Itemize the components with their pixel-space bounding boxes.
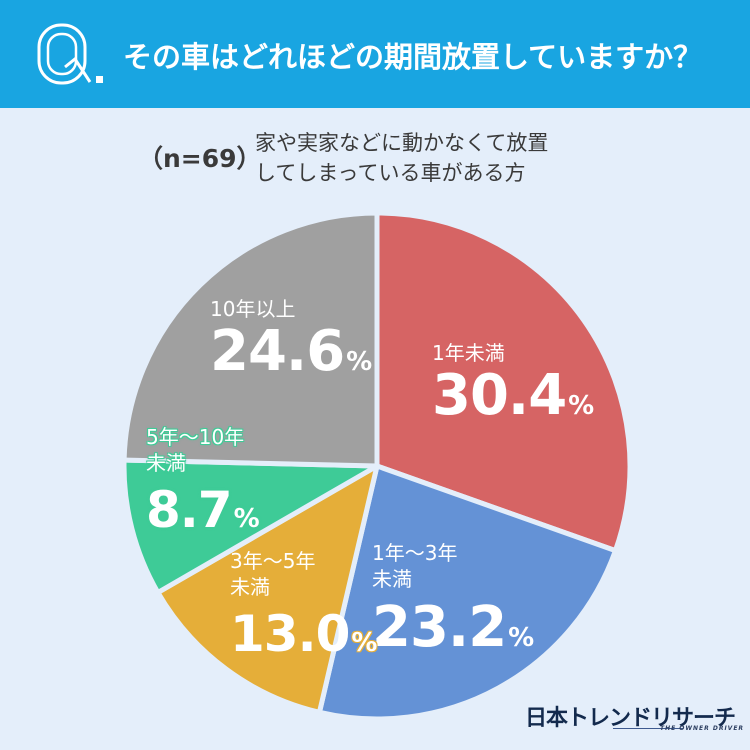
pie-slice — [155, 463, 380, 715]
slice-label-over-10yr: 10年以上 24.6% — [210, 297, 372, 384]
value: 23.2 — [372, 595, 507, 660]
logo-underline — [613, 728, 683, 729]
description-line-2: してしまっている車がある方 — [255, 161, 526, 185]
value: 13.0 — [230, 605, 350, 663]
pie-slice — [374, 210, 633, 554]
pie-slice — [316, 463, 618, 722]
respondent-description: 家や実家などに動かなくて放置 してしまっている車がある方 — [255, 128, 548, 188]
slice-label-under-1yr: 1年未満 30.4% — [432, 341, 594, 428]
sample-size: （n=69） — [138, 144, 262, 173]
pie-slice — [121, 210, 380, 469]
pie-slice — [121, 457, 380, 595]
slice-label-3-5yr: 3年〜5年 未満 13.0% — [230, 549, 377, 663]
question-header: その車はどれほどの期間放置していますか？ — [0, 0, 750, 108]
value: 30.4 — [432, 363, 567, 428]
value: 24.6 — [210, 319, 345, 384]
question-title: その車はどれほどの期間放置していますか？ — [123, 40, 703, 74]
slice-label-5-10yr: 5年〜10年 未満 8.7% — [146, 425, 260, 539]
brand-logo: 日本トレンドリサーチ THE OWNER DRIVER — [525, 706, 745, 732]
slice-label-1-3yr: 1年〜3年 未満 23.2% — [372, 541, 534, 660]
q-icon — [37, 23, 103, 85]
description-line-1: 家や実家などに動かなくて放置 — [255, 131, 549, 155]
value: 8.7 — [146, 481, 233, 539]
